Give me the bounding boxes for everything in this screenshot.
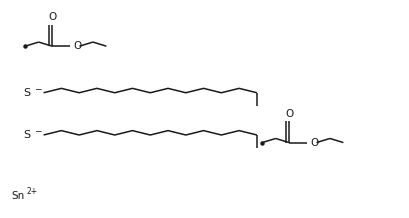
Text: S: S [23,130,30,140]
Text: O: O [284,109,292,119]
Text: Sn: Sn [11,191,24,201]
Text: O: O [48,12,56,22]
Text: O: O [73,41,81,51]
Text: S: S [23,88,30,98]
Text: O: O [309,138,317,148]
Text: −: − [34,84,42,93]
Text: −: − [34,127,42,136]
Text: 2+: 2+ [26,187,38,196]
